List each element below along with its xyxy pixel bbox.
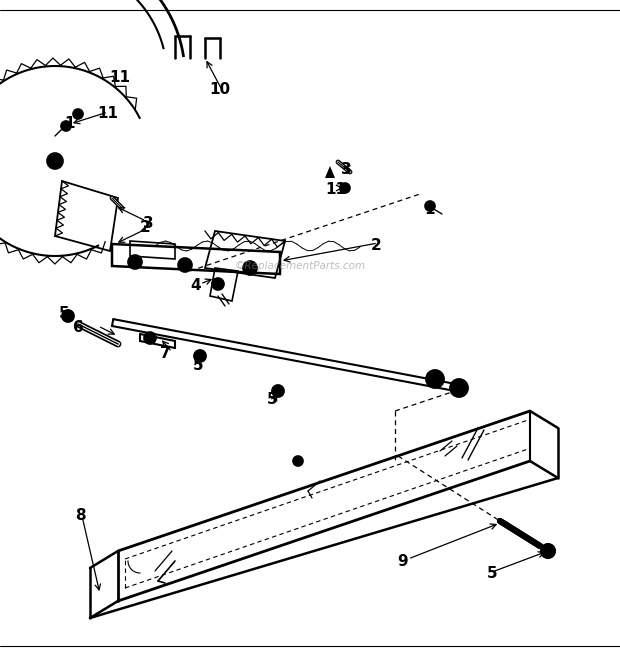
Text: 2: 2 [371, 237, 381, 253]
Circle shape [272, 385, 284, 397]
Polygon shape [325, 166, 335, 178]
Text: 5: 5 [487, 567, 497, 581]
Text: 11: 11 [97, 106, 118, 121]
Text: 11: 11 [110, 70, 130, 85]
Circle shape [178, 258, 192, 272]
Text: 11: 11 [326, 182, 347, 197]
Text: 5: 5 [193, 358, 203, 373]
Circle shape [62, 310, 74, 322]
Circle shape [47, 153, 63, 169]
Circle shape [340, 183, 350, 193]
Text: ©ReplacementParts.com: ©ReplacementParts.com [234, 261, 366, 271]
Circle shape [432, 376, 438, 382]
Text: 4: 4 [191, 279, 202, 293]
Circle shape [425, 201, 435, 211]
Text: 1: 1 [64, 115, 75, 131]
Text: 2: 2 [140, 220, 151, 236]
Text: 5: 5 [267, 392, 277, 407]
Circle shape [541, 544, 555, 558]
Text: 7: 7 [160, 346, 171, 361]
Text: 9: 9 [397, 554, 409, 569]
Circle shape [73, 109, 83, 119]
Text: 3: 3 [340, 161, 352, 176]
Circle shape [450, 379, 468, 397]
Circle shape [61, 121, 71, 131]
Text: 1: 1 [425, 201, 435, 216]
Text: 10: 10 [210, 83, 231, 98]
Circle shape [426, 370, 444, 388]
Circle shape [144, 332, 156, 344]
Circle shape [545, 548, 551, 554]
Circle shape [243, 261, 257, 275]
Circle shape [456, 385, 462, 391]
Circle shape [293, 456, 303, 466]
Text: 3: 3 [143, 216, 153, 230]
Circle shape [194, 350, 206, 362]
Text: 5: 5 [59, 306, 69, 321]
Circle shape [128, 255, 142, 269]
Text: 8: 8 [74, 508, 86, 523]
Circle shape [212, 278, 224, 290]
Text: 6: 6 [73, 321, 83, 335]
